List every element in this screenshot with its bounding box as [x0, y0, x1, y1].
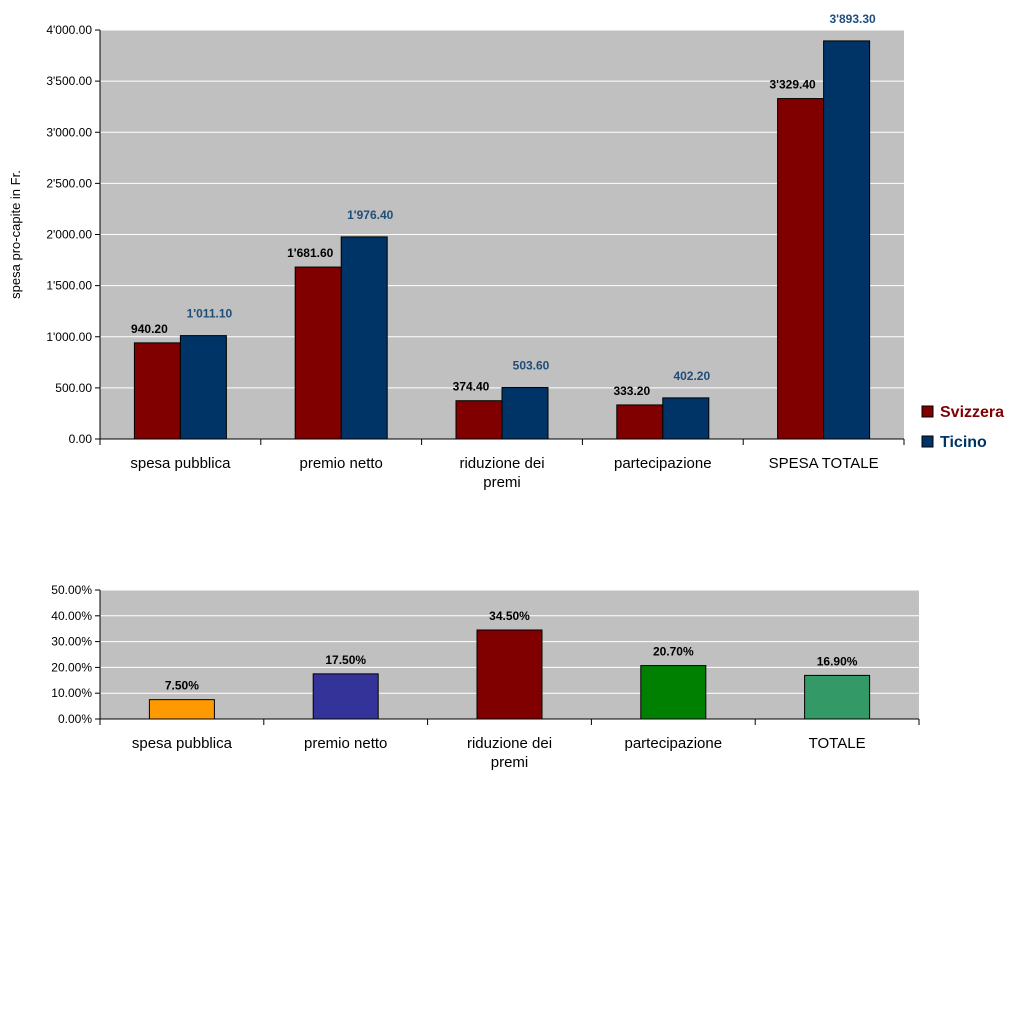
data-label-svizzera: 333.20: [613, 384, 650, 398]
bar-ticino: [501, 387, 549, 440]
data-label-svizzera: 3'329.40: [769, 78, 816, 92]
data-label-ticino: 1'011.10: [187, 307, 233, 321]
y-tick-label: 10.00%: [51, 686, 92, 700]
chart-spesa-pro-capite: 0.00 500.00 1'000.00 1'500.00 2'000.00 2'500.…: [8, 12, 1004, 491]
bar: [476, 629, 543, 720]
bar: [640, 665, 707, 720]
category-label: premio netto: [304, 735, 387, 752]
y-tick-label: 50.00%: [51, 583, 92, 597]
bar-ticino: [179, 335, 227, 440]
data-label-ticino: 402.20: [673, 369, 710, 383]
y-tick-label: 20.00%: [51, 660, 92, 674]
bar-svizzera: [777, 98, 825, 440]
data-label-svizzera: 940.20: [131, 322, 168, 336]
y-tick-label: 2'500.00: [46, 176, 92, 190]
data-label-svizzera: 1'681.60: [287, 246, 334, 260]
bar: [148, 699, 215, 720]
bar: [804, 674, 871, 720]
data-label-ticino: 1'976.40: [347, 208, 394, 222]
y-tick-label: 0.00: [69, 432, 93, 446]
bar-svizzera: [616, 404, 664, 440]
y-tick-label: 0.00%: [58, 712, 92, 726]
legend-swatch-ticino: [921, 435, 934, 448]
y-tick-label: 40.00%: [51, 609, 92, 623]
category-label: TOTALE: [809, 735, 866, 752]
legend-label-svizzera: Svizzera: [940, 404, 1004, 421]
legend-swatch-svizzera: [921, 405, 934, 418]
data-label-ticino: 503.60: [513, 359, 550, 373]
category-label: premio netto: [300, 455, 383, 472]
legend-label-ticino: Ticino: [940, 434, 987, 451]
bar-svizzera: [294, 266, 342, 440]
bar-ticino: [823, 40, 871, 440]
category-label: riduzione dei: [467, 735, 552, 752]
category-label: partecipazione: [614, 455, 712, 472]
y-tick-label: 1'000.00: [46, 330, 92, 344]
data-label-ticino: 3'893.30: [829, 12, 876, 26]
data-label: 34.50%: [489, 609, 530, 623]
category-label: riduzione dei: [459, 455, 544, 472]
bar-svizzera: [133, 342, 181, 440]
data-label: 17.50%: [325, 653, 366, 667]
y-axis-title: spesa pro-capite in Fr.: [8, 170, 23, 299]
y-tick-label: 3'500.00: [46, 74, 92, 88]
y-tick-label: 3'000.00: [46, 125, 92, 139]
data-label: 7.50%: [165, 679, 199, 693]
data-label: 20.70%: [653, 645, 694, 659]
bar-ticino: [340, 236, 388, 440]
category-label: premi: [491, 754, 529, 771]
y-tick-label: 4'000.00: [46, 23, 92, 37]
y-tick-label: 500.00: [55, 381, 92, 395]
y-tick-label: 30.00%: [51, 635, 92, 649]
category-label: premi: [483, 474, 521, 491]
y-tick-label: 1'500.00: [46, 279, 92, 293]
category-label: spesa pubblica: [130, 455, 231, 472]
y-tick-label: 2'000.00: [46, 228, 92, 242]
data-label: 16.90%: [817, 654, 858, 668]
bar-ticino: [662, 397, 710, 440]
category-label: spesa pubblica: [132, 735, 233, 752]
bar: [312, 673, 379, 720]
bar-svizzera: [455, 400, 503, 440]
category-label: partecipazione: [625, 735, 723, 752]
data-label-svizzera: 374.40: [453, 380, 490, 394]
chart-differenza-percentuale: 0.00% 10.00% 20.00% 30.00% 40.00% 50.00% spesa…: [51, 583, 920, 771]
category-label: SPESA TOTALE: [769, 455, 879, 472]
